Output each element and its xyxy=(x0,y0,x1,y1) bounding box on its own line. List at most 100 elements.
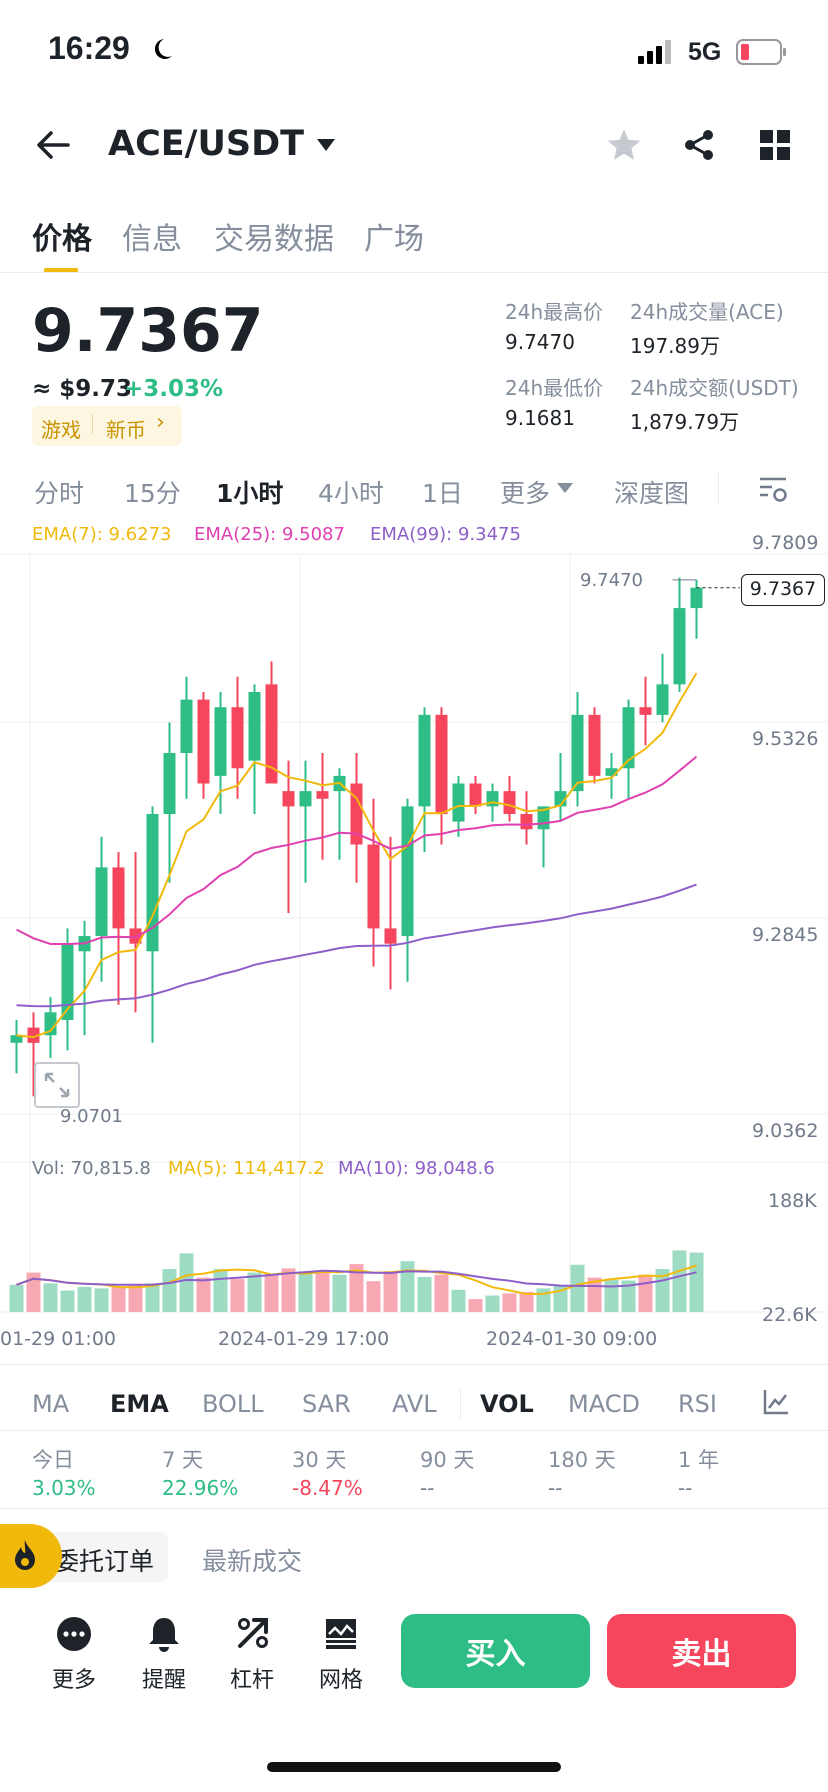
indicator-vol[interactable]: VOL xyxy=(480,1390,534,1418)
volume-bar xyxy=(162,1269,177,1312)
divider xyxy=(460,1388,461,1420)
indicator-rsi[interactable]: RSI xyxy=(678,1390,717,1418)
candle-body xyxy=(384,928,397,944)
perf-label-30d: 30 天 xyxy=(292,1448,347,1472)
timeframe-line[interactable]: 分时 xyxy=(34,479,85,508)
x-label-3: 2024-01-30 09:00 xyxy=(486,1328,658,1350)
candle-body xyxy=(673,608,686,685)
candle-body xyxy=(503,791,516,815)
indicator-ma[interactable]: MA xyxy=(32,1390,70,1418)
expand-icon xyxy=(44,1072,70,1098)
volume-bar xyxy=(281,1268,296,1312)
timeframe-1h[interactable]: 1小时 xyxy=(216,479,284,508)
leverage-label[interactable]: 杠杆 xyxy=(229,1668,274,1693)
floating-flame-button[interactable] xyxy=(0,1524,62,1588)
expand-chart-button[interactable] xyxy=(34,1062,80,1108)
y-tick-2: 9.5326 xyxy=(752,728,819,750)
perf-label-7d: 7 天 xyxy=(162,1448,204,1472)
candle-body xyxy=(180,699,193,753)
candle-body xyxy=(282,791,295,807)
more-dots-icon[interactable] xyxy=(56,1616,92,1652)
kline-chart[interactable] xyxy=(0,516,828,1356)
candle-body xyxy=(61,943,74,1020)
indicator-settings-icon[interactable] xyxy=(762,1388,790,1416)
candle-body xyxy=(622,707,635,769)
perf-label-90d: 90 天 xyxy=(420,1448,475,1472)
grid-menu-icon[interactable] xyxy=(760,130,790,160)
home-indicator xyxy=(267,1762,561,1772)
candle-body xyxy=(452,783,465,822)
divider xyxy=(718,472,719,504)
x-label-1: 01-29 01:00 xyxy=(0,1328,117,1350)
leverage-icon[interactable] xyxy=(236,1616,270,1650)
volume-bar xyxy=(502,1293,517,1312)
volume-bar xyxy=(111,1286,126,1312)
y-tick-3: 9.2845 xyxy=(752,924,819,946)
signal-icon xyxy=(638,40,671,64)
timeframe-4h[interactable]: 4小时 xyxy=(318,479,384,508)
volume-bar xyxy=(621,1280,636,1312)
vol-ma5-line xyxy=(16,1264,697,1296)
ema99-label: EMA(99): 9.3475 xyxy=(370,524,521,545)
volume-bar xyxy=(570,1264,585,1312)
candle-body xyxy=(690,587,703,609)
volume-bar xyxy=(230,1279,245,1312)
volume-bar xyxy=(349,1264,364,1312)
perf-value-180d: -- xyxy=(548,1476,563,1500)
indicator-avl[interactable]: AVL xyxy=(392,1390,437,1418)
indicator-ema[interactable]: EMA xyxy=(110,1390,169,1418)
tab-square[interactable]: 广场 xyxy=(364,222,424,257)
tab-price[interactable]: 价格 xyxy=(32,222,92,257)
candle-body xyxy=(248,691,261,761)
indicator-boll[interactable]: BOLL xyxy=(202,1390,264,1418)
star-icon[interactable] xyxy=(606,128,642,162)
ema99-line xyxy=(16,883,697,1008)
candle-body xyxy=(605,768,618,776)
candle-body xyxy=(27,1027,40,1043)
vol-ma10-label: MA(10): 98,048.6 xyxy=(338,1158,495,1179)
candle-body xyxy=(231,707,244,769)
volume-bar xyxy=(383,1271,398,1312)
tab-orders-label: 委托订单 xyxy=(54,1547,155,1576)
divider xyxy=(0,1364,828,1365)
timeframe-15m[interactable]: 15分 xyxy=(124,479,181,508)
volume-bar xyxy=(247,1272,262,1312)
grid-trading-icon[interactable] xyxy=(325,1618,357,1650)
battery-icon xyxy=(736,39,786,65)
alert-label[interactable]: 提醒 xyxy=(141,1668,186,1693)
timeframe-more[interactable]: 更多 xyxy=(500,479,551,508)
last-price-tag: 9.7367 xyxy=(741,574,825,606)
chart-settings-icon[interactable] xyxy=(758,474,788,504)
bell-icon[interactable] xyxy=(147,1616,181,1652)
tab-info[interactable]: 信息 xyxy=(122,222,182,257)
tag-box[interactable]: 游戏 新币 › xyxy=(32,406,182,446)
candle-body xyxy=(214,707,227,776)
tab-latest-trades[interactable]: 最新成交 xyxy=(202,1547,303,1576)
more-caret-icon[interactable] xyxy=(556,482,574,494)
tab-trade-data[interactable]: 交易数据 xyxy=(214,222,334,257)
candle-body xyxy=(367,844,380,929)
perf-label-1y: 1 年 xyxy=(678,1448,720,1472)
volume-bar xyxy=(604,1279,619,1312)
caret-down-icon[interactable] xyxy=(316,138,336,152)
perf-label-180d: 180 天 xyxy=(548,1448,616,1472)
volume-bar xyxy=(485,1295,500,1312)
chevron-right-icon: › xyxy=(156,410,165,435)
volume-bar xyxy=(519,1291,534,1312)
share-icon[interactable] xyxy=(682,128,716,162)
timeframe-1d[interactable]: 1日 xyxy=(422,479,463,508)
y-tick-4: 9.0362 xyxy=(752,1120,819,1142)
volume-bar xyxy=(417,1276,432,1312)
candle-body xyxy=(129,928,142,944)
network-label: 5G xyxy=(688,38,722,66)
candle-body xyxy=(95,867,108,937)
grid-label[interactable]: 网格 xyxy=(318,1668,363,1693)
back-arrow-icon[interactable] xyxy=(36,130,70,160)
more-label[interactable]: 更多 xyxy=(51,1668,96,1693)
indicator-sar[interactable]: SAR xyxy=(302,1390,351,1418)
indicator-macd[interactable]: MACD xyxy=(568,1390,640,1418)
pair-title[interactable]: ACE/USDT xyxy=(108,124,305,164)
sell-button[interactable]: 卖出 xyxy=(607,1614,796,1688)
buy-button[interactable]: 买入 xyxy=(401,1614,590,1688)
timeframe-depth[interactable]: 深度图 xyxy=(614,479,690,508)
